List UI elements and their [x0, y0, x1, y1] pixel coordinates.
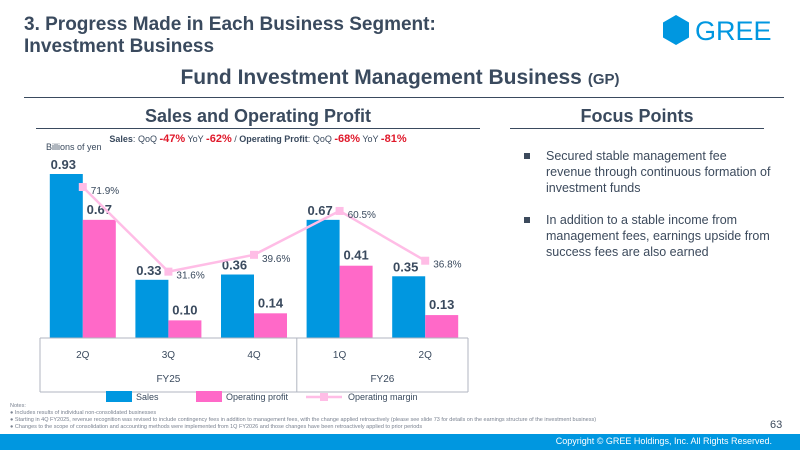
operating-margin-data-label: 60.5%	[348, 210, 376, 221]
legend-swatch-sales	[106, 391, 132, 402]
operating-profit-bar	[425, 315, 459, 338]
sales-data-label: 0.67	[307, 203, 332, 218]
operating-profit-data-label: 0.41	[343, 248, 368, 263]
sales-profit-chart: Billions of yen 0.93 0.67 0.33 0.10 0.36 0.14 0…	[39, 142, 469, 402]
title-divider	[24, 97, 784, 98]
sales-heading: Sales and Operating Profit	[144, 106, 372, 126]
sales-bar	[221, 274, 254, 338]
growth-sales-qoq-label: QoQ	[137, 134, 157, 144]
sales-data-label: 0.35	[393, 259, 418, 274]
x-group-label: FY26	[370, 374, 394, 385]
notes: Notes: ● Includes results of individual …	[10, 403, 770, 431]
note-text: Changes to the scope of consolidation an…	[14, 424, 423, 430]
focus-item-text: Secured stable management fee revenue th…	[546, 149, 771, 195]
operating-profit-data-label: 0.10	[172, 302, 197, 317]
square-bullet-icon	[524, 153, 530, 159]
growth-op-label: Operating Profit	[239, 134, 308, 144]
operating-margin-data-label: 39.6%	[262, 254, 290, 265]
y-axis-label: Billions of yen	[46, 142, 102, 152]
sales-heading-divider	[36, 128, 480, 129]
growth-op-yoy: -81%	[380, 133, 407, 145]
operating-profit-bar	[254, 313, 287, 338]
main-title-text: Fund Investment Management Business	[180, 66, 582, 89]
operating-profit-bar	[339, 265, 373, 338]
focus-item: Secured stable management fee revenue th…	[524, 148, 774, 196]
copyright-text: Copyright © GREE Holdings, Inc. All Righ…	[555, 436, 772, 446]
legend-marker-operating-margin	[320, 393, 328, 401]
operating-profit-data-label: 0.67	[87, 202, 112, 217]
operating-profit-bar	[168, 320, 202, 338]
sales-data-label: 0.33	[136, 263, 161, 278]
gree-logo: GREE	[662, 14, 777, 46]
page-number: 63	[770, 419, 783, 431]
note-item: ● Starting in 4Q FY2025, revenue recogni…	[10, 417, 597, 423]
growth-sales-yoy: -62%	[206, 133, 232, 145]
sales-bar	[135, 279, 169, 338]
growth-op-qoq-label: QoQ	[312, 134, 332, 144]
legend-label-operating-profit: Operating profit	[226, 392, 289, 402]
note-text: Starting in 4Q FY2025, revenue recogniti…	[14, 417, 597, 423]
note-item: ● Changes to the scope of consolidation …	[10, 424, 423, 430]
sales-data-label: 0.36	[222, 258, 247, 273]
focus-item: In addition to a stable income from mana…	[524, 212, 774, 260]
growth-sales-yoy-label: YoY	[187, 134, 204, 144]
sales-bar	[392, 276, 426, 338]
operating-profit-data-label: 0.13	[429, 297, 454, 312]
legend-label-sales: Sales	[136, 392, 159, 402]
x-tick-label: 2Q	[76, 350, 90, 361]
gree-logo-hexagon-icon: GREE	[663, 15, 772, 46]
legend-label-operating-margin: Operating margin	[348, 392, 418, 402]
x-tick-label: 1Q	[333, 350, 347, 361]
growth-summary: Sales: QoQ -47% YoY -62% / Operating Pro…	[109, 133, 407, 145]
operating-margin-marker	[335, 206, 344, 215]
operating-margin-data-label: 31.6%	[176, 271, 204, 282]
operating-margin-data-label: 36.8%	[433, 260, 461, 271]
growth-sales-qoq: -47%	[159, 133, 186, 145]
operating-margin-data-label: 71.9%	[91, 186, 119, 197]
legend-swatch-operating-profit	[196, 391, 222, 402]
growth-op-yoy-label: YoY	[362, 134, 379, 144]
sales-bar	[49, 174, 83, 338]
operating-margin-marker	[421, 256, 430, 265]
focus-item-text: In addition to a stable income from mana…	[546, 213, 770, 259]
footer-bar: Copyright © GREE Holdings, Inc. All Righ…	[0, 434, 800, 450]
operating-margin-marker	[164, 267, 173, 276]
x-tick-label: 2Q	[419, 350, 433, 361]
notes-title: Notes:	[10, 403, 26, 409]
operating-margin-line	[81, 186, 426, 273]
square-bullet-icon	[524, 217, 530, 223]
focus-heading: Focus Points	[580, 106, 694, 126]
note-item: ● Includes results of individual non-con…	[10, 410, 157, 416]
growth-sales-label: Sales	[109, 134, 133, 144]
growth-separator: /	[234, 134, 237, 144]
operating-profit-data-label: 0.14	[258, 295, 284, 310]
section-title: 3. Progress Made in Each Business Segmen…	[24, 14, 436, 57]
focus-heading-divider	[510, 128, 764, 129]
main-title-sub: (GP)	[587, 71, 620, 88]
x-tick-label: 4Q	[247, 350, 261, 361]
focus-list: Secured stable management fee revenue th…	[524, 148, 774, 276]
operating-margin-marker	[78, 183, 87, 192]
x-group-label: FY25	[156, 374, 180, 385]
main-title: Fund Investment Management Business (GP)	[0, 66, 800, 90]
growth-op-qoq: -68%	[334, 133, 361, 145]
operating-margin-marker	[250, 250, 258, 259]
operating-profit-bar	[82, 219, 116, 338]
sales-bar	[306, 219, 340, 338]
note-text: Includes results of individual non-conso…	[14, 410, 157, 416]
logo-text: GREE	[695, 16, 772, 46]
sales-data-label: 0.93	[51, 157, 76, 172]
x-tick-label: 3Q	[162, 350, 176, 361]
